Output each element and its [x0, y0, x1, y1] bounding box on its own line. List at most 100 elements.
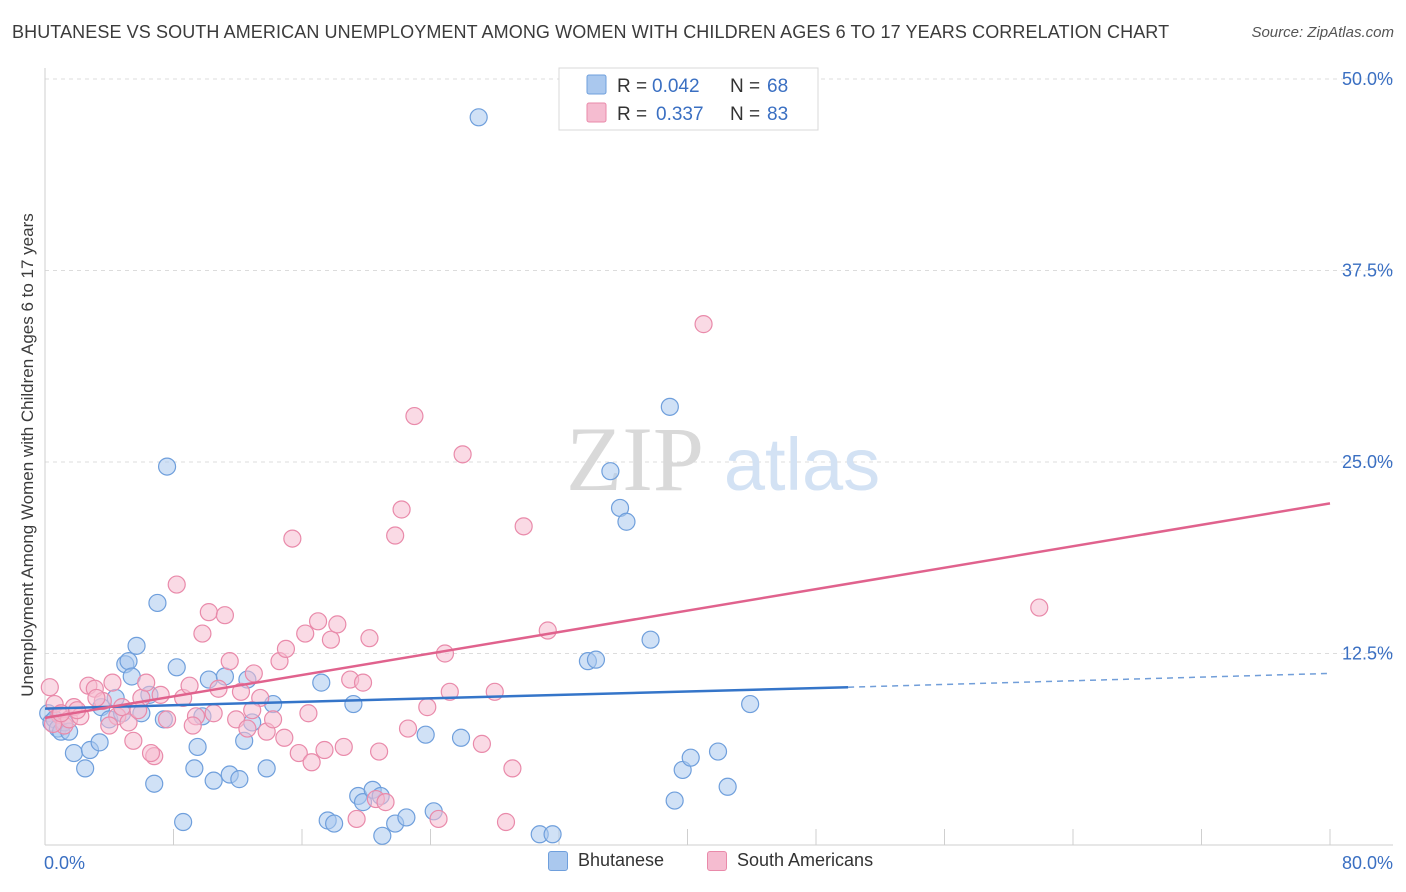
south-american-point-76	[100, 716, 119, 735]
bhutanese-trend-extension	[848, 672, 1331, 688]
south-american-point-63	[453, 445, 472, 464]
south-american-point-26	[204, 704, 223, 723]
south-american-point-25	[199, 603, 218, 622]
bhutanese-point-21	[145, 774, 164, 793]
y-tick-labels: 12.5% 25.0% 37.5% 50.0%	[1342, 69, 1393, 664]
bhutanese-point-50	[397, 808, 416, 827]
south-american-point-45	[321, 630, 341, 649]
south-american-point-68	[514, 517, 533, 536]
bhutanese-point-24	[157, 457, 177, 476]
south-american-point-80	[243, 701, 262, 720]
south-american-point-46	[328, 615, 347, 634]
south-american-point-53	[370, 742, 389, 761]
south-american-point-10	[103, 673, 122, 692]
bhutanese-point-67	[708, 742, 728, 761]
bhutanese-point-58	[586, 650, 606, 669]
south-american-point-62	[440, 682, 459, 701]
bhutanese-point-53	[451, 728, 471, 747]
gridlines	[45, 78, 1393, 654]
south-american-point-19	[157, 710, 177, 729]
bhutanese-point-26	[174, 812, 193, 832]
bhutanese-point-7	[64, 743, 84, 763]
south-american-point-31	[231, 682, 251, 701]
south-american-point-40	[289, 743, 308, 763]
south-american-point-33	[244, 664, 263, 683]
bhutanese-point-22	[148, 593, 167, 613]
south-american-point-78	[141, 743, 161, 763]
legend-item-south-americans: South Americans	[707, 850, 873, 871]
south-american-point-39	[283, 529, 302, 548]
south-american-point-50	[353, 673, 373, 692]
south-american-point-54	[376, 793, 395, 812]
bhutanese-point-69	[741, 694, 760, 714]
legend-label-bhutanese: Bhutanese	[578, 850, 665, 870]
legend-n-value-2: 83	[767, 104, 788, 125]
south-american-point-70	[694, 315, 713, 334]
south-american-point-60	[429, 809, 448, 829]
south-american-point-43	[308, 612, 328, 631]
bhutanese-point-56	[543, 825, 562, 844]
south-american-point-20	[167, 575, 186, 594]
legend-bottom: Bhutanese South Americans	[0, 850, 1406, 880]
south-american-point-59	[418, 698, 437, 717]
bhutanese-point-28	[188, 737, 207, 757]
bhutanese-point-59	[601, 462, 620, 481]
south-american-point-44	[315, 740, 334, 760]
legend-top: R = 0.042 N = 68 R = 0.337 N = 83	[558, 67, 819, 131]
bhutanese-point-25	[167, 658, 186, 677]
legend-swatch-blue	[586, 74, 607, 95]
legend-r-value-2: 0.337	[656, 104, 704, 125]
south-american-point-0	[40, 678, 59, 697]
south-american-point-55	[386, 526, 405, 545]
bhutanese-point-38	[257, 759, 276, 778]
y-tick-label-1: 25.0%	[1342, 452, 1393, 472]
bhutanese-point-42	[325, 814, 344, 833]
south-american-point-71	[1030, 598, 1049, 617]
south-american-point-67	[503, 759, 522, 778]
bhutanese-point-43	[344, 694, 363, 714]
watermark-zip: ZIP	[566, 408, 704, 510]
south-american-point-57	[398, 719, 418, 738]
bhutanese-point-61	[617, 512, 636, 531]
south-american-point-38	[276, 639, 296, 659]
bhutanese-trend-line	[44, 685, 849, 710]
south-american-point-36	[263, 710, 283, 729]
bhutanese-point-64	[665, 791, 684, 810]
x-tick-label-max: 80.0%	[1342, 853, 1393, 873]
legend-n-label-1: N =	[730, 76, 760, 97]
south-american-point-79	[183, 716, 202, 735]
source-label: Source: ZipAtlas.com	[1251, 24, 1394, 41]
y-tick-label-0: 12.5%	[1342, 644, 1393, 664]
south-american-point-18	[151, 685, 170, 704]
bhutanese-point-18	[127, 636, 146, 655]
trend-lines	[44, 502, 1331, 720]
bhutanese-point-8	[76, 759, 95, 778]
south-american-point-69	[538, 621, 557, 640]
legend-r-label-2: R =	[617, 104, 647, 125]
south-american-point-13	[119, 713, 138, 732]
south-american-point-66	[496, 812, 516, 832]
bhutanese-point-68	[718, 777, 737, 796]
south-american-point-32	[238, 719, 257, 738]
y-tick-label-2: 37.5%	[1342, 261, 1393, 281]
bhutanese-point-51	[416, 725, 435, 744]
bhutanese-point-48	[373, 826, 392, 845]
bhutanese-point-40	[312, 673, 331, 692]
chart-title: BHUTANESE VS SOUTH AMERICAN UNEMPLOYMENT…	[12, 22, 1170, 42]
bhutanese-point-27	[185, 759, 204, 778]
south-american-point-56	[392, 500, 411, 519]
legend-swatch-bhutanese	[548, 850, 568, 871]
south-american-point-81	[275, 728, 294, 747]
bhutanese-point-54	[469, 108, 488, 127]
bhutanese-point-10	[90, 733, 109, 752]
bhutanese-point-63	[660, 397, 679, 416]
south-american-point-24	[193, 624, 212, 643]
south-american-point-14	[124, 731, 143, 750]
bhutanese-point-62	[641, 630, 660, 649]
south-american-point-49	[347, 809, 366, 829]
x-tick-label-min: 0.0%	[44, 853, 85, 873]
bhutanese-point-16	[119, 652, 138, 671]
south-american-point-75	[87, 688, 106, 708]
legend-n-value-1: 68	[767, 76, 788, 97]
